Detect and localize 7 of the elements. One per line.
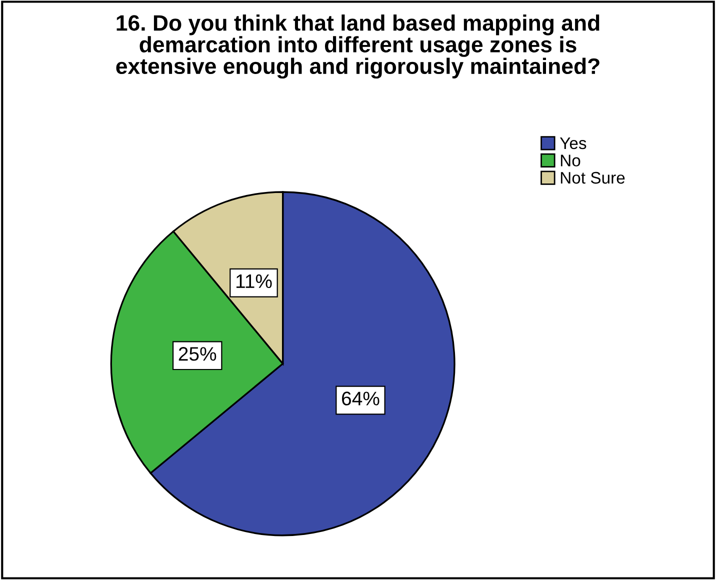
legend-label: No	[560, 154, 580, 166]
data-label: 11%	[236, 274, 272, 288]
data-label: 25%	[178, 347, 216, 361]
data-label: 64%	[342, 392, 380, 406]
chart-title: 16. Do you think that land based mapping and demarcation into different usage zones is extensive enough and rigorously maintained?	[116, 14, 600, 79]
legend-label: Yes	[560, 138, 586, 150]
legend-label: Not Sure	[560, 172, 625, 184]
